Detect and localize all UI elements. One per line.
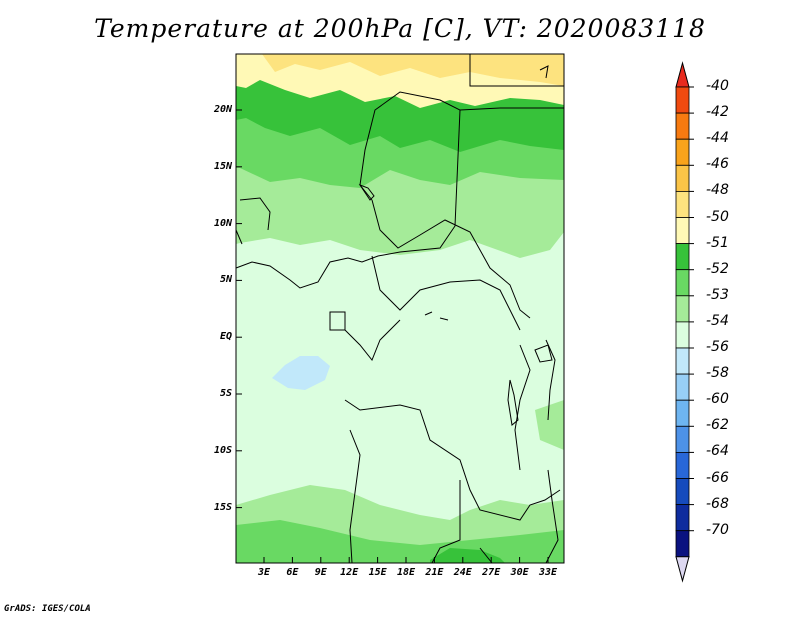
colorbar-label: -54 <box>706 312 729 329</box>
lon-label: 33E <box>538 567 558 578</box>
colorbar-label: -51 <box>706 234 729 251</box>
colorbar-label: -44 <box>706 130 729 147</box>
borders <box>235 54 564 564</box>
colorbar-swatch <box>675 86 690 114</box>
colorbar-top-arrow <box>675 61 690 88</box>
lat-label: 20N <box>213 104 232 115</box>
colorbar-label: -60 <box>706 391 729 408</box>
lat-label: EQ <box>219 331 232 343</box>
colorbar-swatch <box>675 478 690 506</box>
colorbar-label: -62 <box>706 417 729 434</box>
colorbar-swatch <box>675 269 690 297</box>
lon-label: 15E <box>368 567 387 578</box>
colorbar-swatch <box>675 373 690 401</box>
colorbar-label: -46 <box>706 156 729 173</box>
lon-label: 27E <box>482 567 501 578</box>
lon-label: 24E <box>453 567 472 578</box>
colorbar-swatch <box>675 399 690 427</box>
colorbar-label: -40 <box>706 78 729 94</box>
colorbar-swatch <box>675 425 690 453</box>
colorbar <box>675 61 694 583</box>
lat-label: 10S <box>213 444 232 456</box>
colorbar-swatch <box>675 530 690 558</box>
colorbar-label: -68 <box>706 495 729 512</box>
colorbar-label: -52 <box>706 260 729 277</box>
lon-label: 18E <box>396 567 416 578</box>
colorbar-label: -64 <box>706 443 729 460</box>
chart-title: Temperature at 200hPa [C], VT: 202008311… <box>94 14 706 43</box>
lon-label: 21E <box>425 567 444 578</box>
colorbar-swatch <box>675 347 690 375</box>
colorbar-swatch <box>675 451 690 479</box>
lat-label: 5N <box>219 274 232 286</box>
colorbar-label: -66 <box>706 469 729 486</box>
lon-label: 3E <box>257 567 271 578</box>
colorbar-swatch <box>675 243 690 271</box>
lon-label: 12E <box>340 567 359 578</box>
map-frame <box>235 53 565 564</box>
colorbar-swatch <box>675 112 690 140</box>
colorbar-label: -48 <box>706 182 729 199</box>
temperature-fill <box>236 54 564 563</box>
lat-label: 5S <box>219 388 232 399</box>
colorbar-label: -53 <box>706 286 729 303</box>
colorbar-swatch <box>675 504 690 532</box>
lon-label: 6E <box>286 567 299 578</box>
colorbar-label: -70 <box>706 521 729 538</box>
lon-label: 9E <box>314 567 327 578</box>
colorbar-swatch <box>675 321 690 349</box>
lon-label: 30E <box>510 567 529 578</box>
colorbar-bottom-arrow <box>675 556 690 583</box>
lat-label: 10N <box>213 217 232 229</box>
lat-label: 15N <box>213 160 232 172</box>
colorbar-swatch <box>675 164 690 192</box>
axis-ticks <box>236 109 549 563</box>
credit-text: GrADS: IGES/COLA <box>4 604 91 614</box>
colorbar-label: -42 <box>706 104 729 121</box>
colorbar-swatch <box>675 295 690 323</box>
colorbar-label: -58 <box>706 365 729 382</box>
colorbar-swatch <box>675 190 690 218</box>
colorbar-label: -56 <box>706 339 729 355</box>
colorbar-label: -50 <box>706 208 729 225</box>
lat-label: 15S <box>213 501 232 513</box>
colorbar-swatch <box>675 217 690 245</box>
colorbar-swatch <box>675 138 690 166</box>
